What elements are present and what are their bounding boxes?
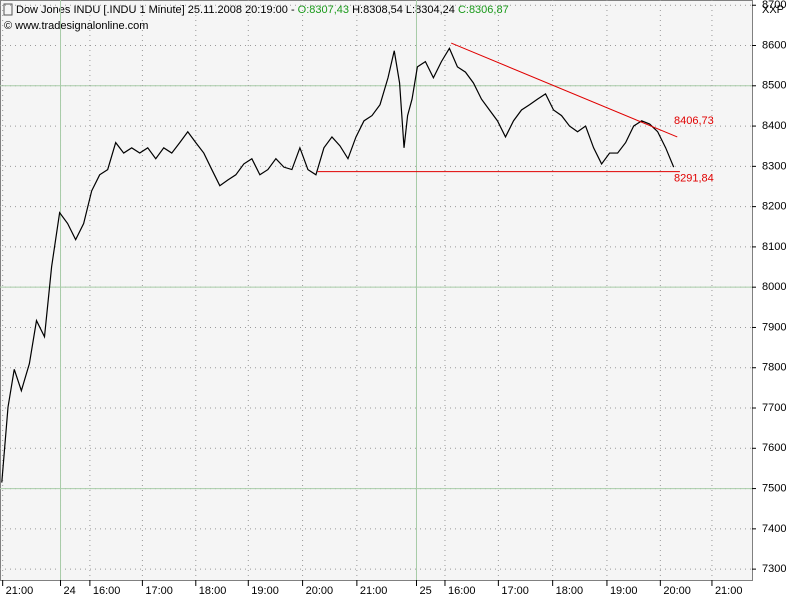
y-tick-label: 8000 <box>762 281 786 293</box>
x-tick-label: 21:00 <box>715 585 743 597</box>
x-tick-label: 25 <box>419 585 431 597</box>
y-tick-label: 8500 <box>762 80 786 92</box>
x-tick-label: 24 <box>64 585 76 597</box>
y-tick-label: 7500 <box>762 482 786 494</box>
x-tick-label: 20:00 <box>663 585 691 597</box>
subtitle: © www.tradesignalonline.com <box>4 20 148 32</box>
x-tick-label: 17:00 <box>145 585 173 597</box>
ohlc-hl: H:8308,54 L:8304,24 <box>352 4 455 16</box>
y-tick-label: 7800 <box>762 362 786 374</box>
y-tick-label: 8400 <box>762 120 786 132</box>
y-tick-label: 7900 <box>762 321 786 333</box>
y-tick-label: 7300 <box>762 563 786 575</box>
x-tick-label: 17:00 <box>501 585 529 597</box>
title: Dow Jones INDU [.INDU 1 Minute] 25.11.20… <box>16 4 295 16</box>
x-tick-label: 18:00 <box>199 585 227 597</box>
y-tick-label: 8300 <box>762 160 786 172</box>
y-tick-label: 7700 <box>762 402 786 414</box>
x-tick-label: 19:00 <box>251 585 279 597</box>
x-tick-label: 21:00 <box>360 585 388 597</box>
chart-title: Dow Jones INDU [.INDU 1 Minute] 25.11.20… <box>16 4 509 16</box>
price-line <box>1 47 675 483</box>
y-tick-label: 8100 <box>762 241 786 253</box>
x-tick-label: 19:00 <box>610 585 638 597</box>
x-tick-label: 18:00 <box>556 585 584 597</box>
x-tick-label: 16:00 <box>448 585 476 597</box>
ohlc-close: C:8306,87 <box>458 4 509 16</box>
plot-area <box>0 0 753 581</box>
trend-label: 8406,73 <box>674 115 714 127</box>
x-tick-label: 16:00 <box>93 585 121 597</box>
y-tick-label: 7600 <box>762 442 786 454</box>
y-tick-label: 8200 <box>762 201 786 213</box>
x-tick-label: 20:00 <box>306 585 334 597</box>
y-tick-label: 8700 <box>762 0 786 11</box>
y-tick-label: 7400 <box>762 523 786 535</box>
corner-label: XXP <box>762 4 784 16</box>
trend-line <box>451 42 678 138</box>
trend-label: 8291,84 <box>674 172 714 184</box>
y-tick-label: 8600 <box>762 39 786 51</box>
x-tick-label: 21:00 <box>6 585 34 597</box>
ohlc-open: O:8307,43 <box>298 4 349 16</box>
chart-icon <box>3 3 13 16</box>
